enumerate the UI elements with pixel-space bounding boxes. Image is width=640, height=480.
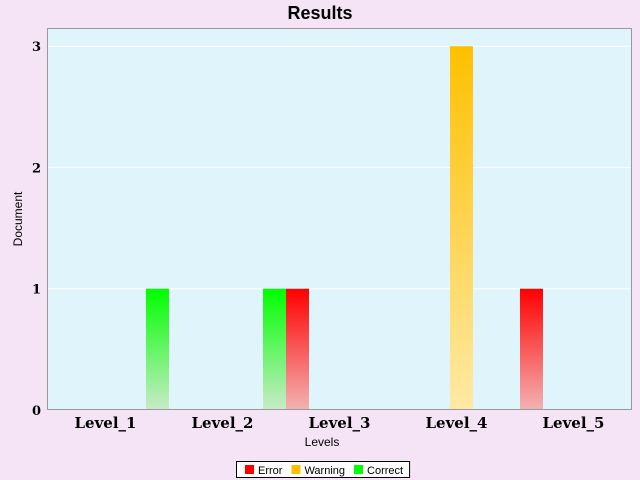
y-axis-label: Document — [11, 191, 25, 246]
y-tick-label-2: 2 — [32, 161, 41, 176]
chart-title: Results — [287, 3, 352, 23]
bar-level-4-warning — [450, 46, 473, 410]
legend-swatch-warning — [291, 465, 301, 474]
legend-box — [236, 461, 411, 478]
x-tick-label-level-2: Level_2 — [192, 414, 254, 432]
plot-area — [47, 28, 632, 410]
legend-label-correct: Correct — [367, 465, 403, 477]
y-axis-ticks: 0 1 2 3 — [32, 40, 41, 419]
y-tick-label-3: 3 — [32, 40, 41, 55]
bar-level-1-correct — [146, 288, 169, 410]
legend-swatch-correct — [354, 465, 364, 474]
plot-border — [47, 28, 632, 410]
y-tick-label-0: 0 — [32, 404, 41, 419]
legend-label-error: Error — [258, 465, 283, 477]
x-axis-label: Levels — [305, 435, 340, 449]
bars — [146, 46, 543, 410]
x-tick-label-level-5: Level_5 — [543, 414, 605, 432]
y-tick-label-1: 1 — [32, 283, 41, 298]
x-axis-ticks: Level_1 Level_2 Level_3 Level_4 Level_5 — [75, 414, 605, 432]
x-tick-label-level-4: Level_4 — [426, 414, 488, 432]
legend-swatch-error — [245, 465, 254, 474]
legend: Error Warning Correct — [236, 461, 411, 478]
legend-label-warning: Warning — [304, 465, 345, 477]
bar-level-3-error — [286, 288, 309, 410]
bar-level-2-correct — [263, 288, 286, 410]
x-tick-label-level-1: Level_1 — [75, 414, 137, 432]
x-tick-label-level-3: Level_3 — [309, 414, 371, 432]
bar-level-5-error — [520, 288, 543, 410]
